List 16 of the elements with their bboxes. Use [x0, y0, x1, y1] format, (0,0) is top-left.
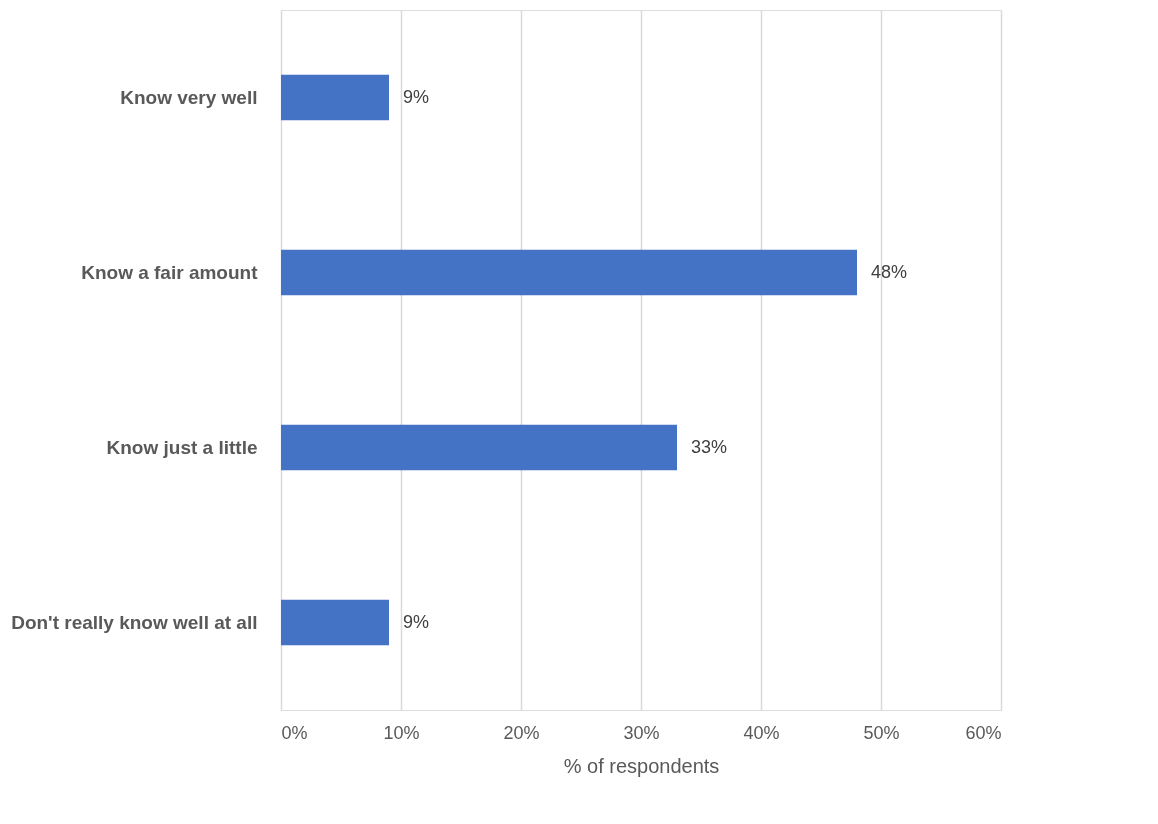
- x-tick-label: 40%: [743, 722, 780, 743]
- data-label: 9%: [403, 86, 430, 107]
- y-tick-label: Know very well: [120, 86, 258, 108]
- data-label: 9%: [403, 611, 430, 632]
- x-axis-title: % of respondents: [563, 754, 720, 777]
- x-tick-label: 10%: [383, 722, 420, 743]
- x-tick-label: 50%: [863, 722, 900, 743]
- x-tick-label: 20%: [503, 722, 540, 743]
- y-tick-label: Know a fair amount: [81, 261, 259, 283]
- data-label: 33%: [691, 436, 728, 457]
- x-tick-label: 60%: [965, 722, 1002, 743]
- x-tick-label: 30%: [623, 722, 660, 743]
- data-label: 48%: [871, 261, 908, 282]
- y-tick-label: Know just a little: [106, 436, 258, 458]
- x-tick-label: 0%: [281, 722, 308, 743]
- y-tick-label: Don't really know well at all: [11, 611, 258, 633]
